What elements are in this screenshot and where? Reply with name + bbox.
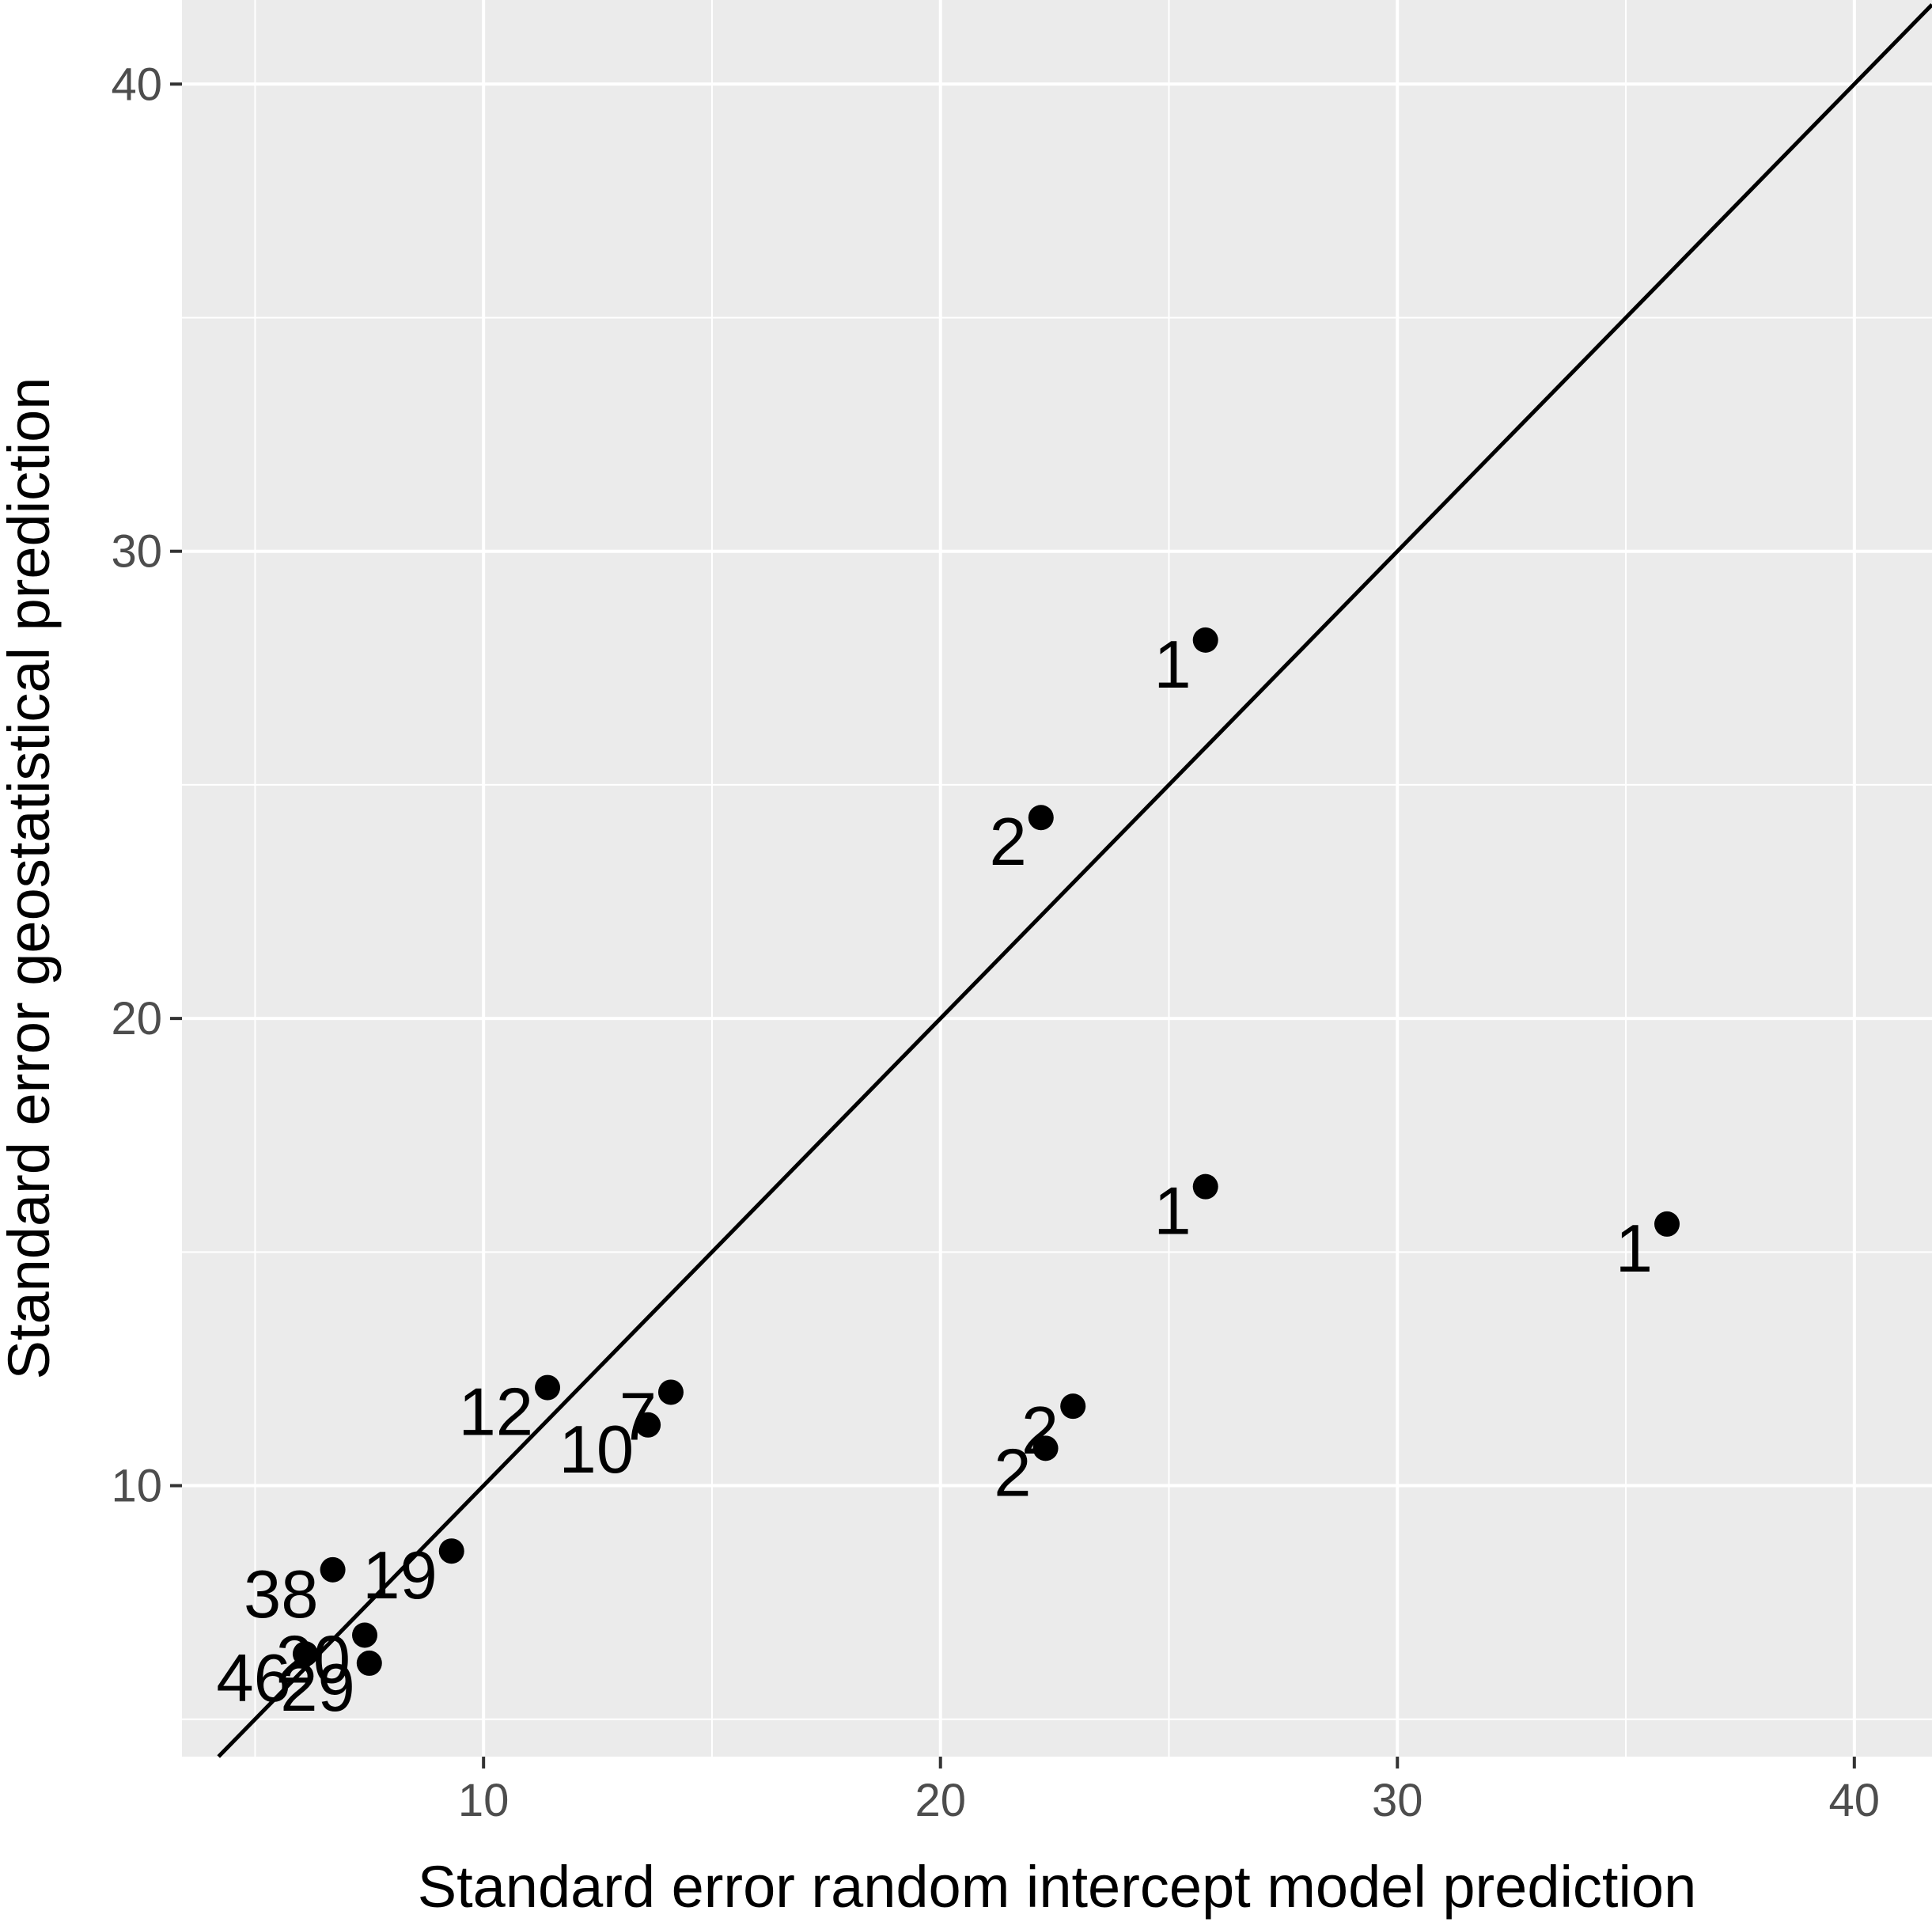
point-label: 19 <box>362 1538 438 1613</box>
point-label: 29 <box>280 1651 355 1726</box>
point-label: 2 <box>1021 1393 1059 1469</box>
data-point <box>356 1650 382 1676</box>
point-label: 2 <box>994 1435 1031 1511</box>
plot-panel <box>182 0 1932 1757</box>
x-tick-label: 20 <box>915 1775 966 1826</box>
data-point <box>1192 627 1218 653</box>
point-label: 1 <box>1154 627 1191 703</box>
data-point <box>1028 805 1054 831</box>
data-point <box>657 1379 684 1405</box>
data-point <box>292 1641 318 1667</box>
reference-line-y-equals-x <box>217 3 1932 1758</box>
point-label: 2 <box>990 805 1027 880</box>
data-point <box>635 1412 661 1438</box>
data-point <box>320 1556 346 1583</box>
point-label: 1 <box>1154 1174 1191 1249</box>
point-label: 46 <box>216 1641 291 1716</box>
data-point <box>1060 1393 1086 1420</box>
data-point <box>535 1374 561 1401</box>
axis-ticks: 10 20 30 40 10 20 30 40 <box>111 59 1880 1826</box>
y-tick-label: 20 <box>111 993 162 1044</box>
y-tick-label: 30 <box>111 526 162 578</box>
grid-minor <box>182 0 1932 1757</box>
point-label: 10 <box>559 1412 635 1488</box>
x-axis-title: Standard error random intercept model pr… <box>418 1854 1697 1920</box>
y-tick-label: 10 <box>111 1461 162 1512</box>
data-point <box>352 1622 378 1648</box>
point-label: 38 <box>244 1557 319 1632</box>
x-tick-label: 40 <box>1829 1775 1881 1826</box>
data-point <box>438 1538 464 1564</box>
data-point <box>1654 1211 1680 1237</box>
grid-major <box>182 0 1932 1757</box>
data-points <box>292 627 1680 1676</box>
x-tick-label: 10 <box>458 1775 510 1826</box>
point-label: 1 <box>1616 1211 1653 1287</box>
data-point <box>1192 1173 1218 1200</box>
point-label: 7 <box>619 1379 657 1454</box>
y-tick-label: 40 <box>111 59 162 110</box>
data-point <box>1032 1435 1059 1461</box>
y-axis-title: Standard error geostatistical prediction <box>0 377 62 1380</box>
x-tick-label: 30 <box>1372 1775 1423 1826</box>
point-label: 12 <box>458 1375 533 1450</box>
point-label: 20 <box>275 1622 350 1697</box>
